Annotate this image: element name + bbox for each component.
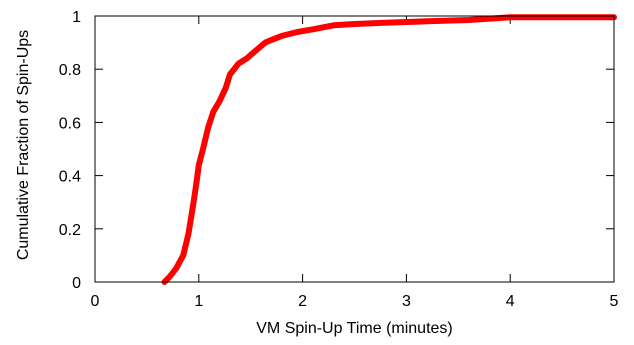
x-tick-label: 3 <box>402 293 411 310</box>
y-axis-ticks: 0 0.2 0.4 0.6 0.8 1 <box>59 9 614 292</box>
x-tick-label: 0 <box>91 293 100 310</box>
cdf-series-line <box>161 14 617 285</box>
y-tick-label: 0.2 <box>59 222 81 239</box>
y-tick-label: 0 <box>72 275 81 292</box>
y-tick-label: 0.6 <box>59 115 81 132</box>
x-tick-label: 1 <box>194 293 203 310</box>
x-tick-label: 5 <box>610 293 619 310</box>
y-tick-label: 0.8 <box>59 62 81 79</box>
x-axis-label: VM Spin-Up Time (minutes) <box>256 320 453 337</box>
y-axis-label: Cumulative Fraction of Spin-Ups <box>15 30 32 260</box>
plot-frame <box>94 15 615 283</box>
x-tick-label: 4 <box>506 293 515 310</box>
y-tick-label: 0.4 <box>59 169 81 186</box>
x-tick-label: 2 <box>298 293 307 310</box>
y-tick-label: 1 <box>72 9 81 26</box>
x-axis-ticks: 0 1 2 3 4 5 <box>91 16 619 310</box>
